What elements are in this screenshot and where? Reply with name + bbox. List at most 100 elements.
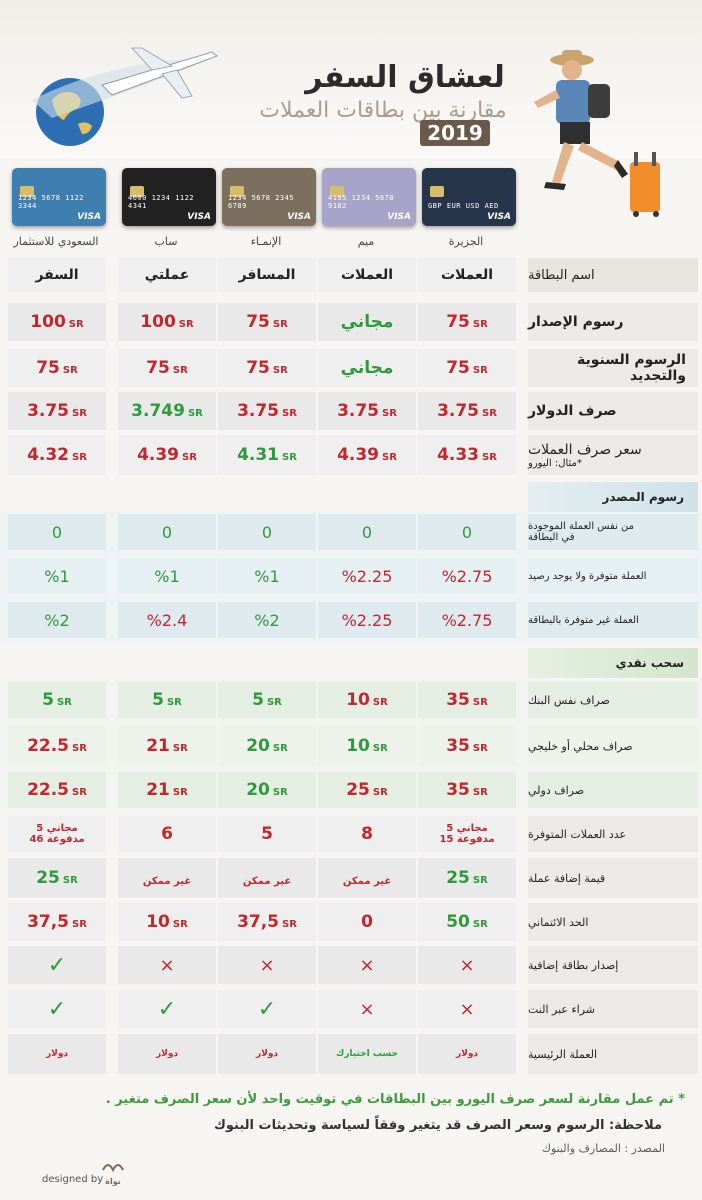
table-cell: 5 مجاني 46 مدفوعة bbox=[8, 816, 106, 852]
cell-line-2: 15 مدفوعة bbox=[439, 834, 495, 845]
cell-value: غير ممكن bbox=[243, 869, 291, 888]
cell-line-1: 5 مجاني bbox=[446, 823, 488, 834]
table-cell: 100 SR bbox=[118, 303, 216, 341]
cell-line-1: 5 مجاني bbox=[36, 823, 78, 834]
cell-text: 0 bbox=[51, 522, 63, 542]
cell-value: 50 SR bbox=[446, 912, 488, 932]
table-row: صراف محلي أو خليجي 35 SR 10 SR 20 SR 21 SR 22.5 SR bbox=[0, 726, 702, 766]
table-cell: 25 SR bbox=[8, 858, 106, 898]
designer-logo: نواة bbox=[100, 1160, 126, 1186]
cell-value: 21 SR bbox=[146, 780, 188, 800]
footer-note-disclaimer: ملاحظة: الرسوم وسعر الصرف قد يتغير وفقاً… bbox=[213, 1118, 662, 1133]
bank-name-2: الإنمـاء bbox=[250, 235, 282, 248]
cell-value: 5 مجاني 15 مدفوعة bbox=[439, 823, 494, 845]
cell-value: 8 bbox=[361, 824, 373, 844]
row-label: اسم البطاقة bbox=[528, 258, 698, 292]
table-cell: 0 bbox=[418, 514, 516, 550]
cell-value: %1 bbox=[254, 567, 279, 586]
cell-text: %2.75 bbox=[441, 566, 493, 586]
currency-unit: SR bbox=[72, 787, 87, 798]
cell-number: مجاني bbox=[340, 358, 394, 378]
table-cell: %1 bbox=[118, 558, 216, 594]
cell-number: 21 bbox=[146, 780, 170, 800]
cell-value: حسب اختيارك bbox=[336, 1049, 398, 1059]
table-cell: 4.39 SR bbox=[318, 435, 416, 475]
cell-value: 4.33 SR bbox=[437, 445, 497, 465]
cell-number: 0 bbox=[361, 912, 373, 932]
cell-value: 22.5 SR bbox=[27, 780, 87, 800]
cell-value: المسافر bbox=[239, 267, 296, 283]
cross-icon: × bbox=[359, 955, 374, 976]
cell-number: 37,5 bbox=[237, 912, 280, 932]
cell-value: دولار bbox=[456, 1049, 478, 1059]
row-label: صرف الدولار bbox=[528, 392, 698, 430]
currency-unit: SR bbox=[282, 408, 297, 419]
cell-number: 4.31 bbox=[237, 445, 280, 465]
table-cell: 75 SR bbox=[118, 349, 216, 387]
cell-value: مجاني bbox=[341, 358, 394, 378]
cell-number: 75 bbox=[246, 312, 270, 332]
currency-unit: SR bbox=[272, 365, 288, 376]
cell-value: 5 SR bbox=[252, 690, 282, 710]
cell-value: دولار bbox=[256, 1049, 278, 1059]
cell-value: 10 SR bbox=[146, 912, 188, 932]
table-cell: 5 SR bbox=[218, 682, 316, 718]
currency-unit: SR bbox=[382, 452, 397, 463]
table-cell: %1 bbox=[218, 558, 316, 594]
cell-value: %2.25 bbox=[342, 567, 393, 586]
cell-value: 0 bbox=[362, 523, 372, 542]
cell-text: المسافر bbox=[238, 267, 296, 283]
cell-number: 3.75 bbox=[27, 401, 70, 421]
table-cell: ✓ bbox=[8, 990, 106, 1028]
cell-text: × bbox=[359, 954, 375, 976]
row-label: قيمة إضافة عملة bbox=[528, 858, 698, 898]
table-cell: 5 SR bbox=[8, 682, 106, 718]
table-cell: دولار bbox=[418, 1034, 516, 1074]
check-icon: ✓ bbox=[258, 997, 276, 1022]
bank-name-3: ساب bbox=[154, 235, 178, 248]
table-cell: 4.32 SR bbox=[8, 435, 106, 475]
cell-value: 0 bbox=[361, 912, 373, 932]
table-cell: %2 bbox=[218, 602, 316, 638]
cell-number: 3.75 bbox=[337, 401, 380, 421]
table-row: عدد العملات المتوفرة 5 مجاني 15 مدفوعة 8 5 6 5… bbox=[0, 816, 702, 852]
table-cell: دولار bbox=[218, 1034, 316, 1074]
table-cell: غير ممكن bbox=[118, 858, 216, 898]
table-cell: %2.25 bbox=[318, 558, 416, 594]
cell-number: 6 bbox=[161, 824, 173, 844]
cell-text: دولار bbox=[255, 1049, 279, 1059]
year-badge: 2019 bbox=[420, 120, 490, 146]
table-cell: 22.5 SR bbox=[8, 726, 106, 766]
cell-text: 0 bbox=[161, 522, 173, 542]
cell-text: %2.4 bbox=[146, 610, 188, 630]
cell-number: 75 bbox=[146, 358, 170, 378]
cell-value: مجاني bbox=[341, 312, 394, 332]
cell-number: 5 bbox=[252, 690, 264, 710]
cell-number: 3.75 bbox=[437, 401, 480, 421]
currency-unit: SR bbox=[178, 319, 194, 330]
cell-value: 20 SR bbox=[246, 736, 288, 756]
currency-unit: SR bbox=[482, 408, 497, 419]
table-cell: غير ممكن bbox=[218, 858, 316, 898]
card-chip-icon bbox=[20, 186, 34, 197]
cell-value: 37,5 SR bbox=[27, 912, 87, 932]
cell-text: العملات bbox=[340, 267, 394, 283]
cell-number: 22.5 bbox=[27, 736, 70, 756]
currency-unit: SR bbox=[62, 365, 78, 376]
table-cell: 37,5 SR bbox=[218, 903, 316, 941]
card-number: 4000 1234 1122 4341 bbox=[128, 194, 195, 210]
currency-unit: SR bbox=[166, 697, 182, 708]
cell-number: 10 bbox=[346, 736, 370, 756]
card-number: 1234 5678 1122 3344 bbox=[18, 194, 85, 210]
row-label: إصدار بطاقة إضافية bbox=[528, 946, 698, 984]
table-cell: دولار bbox=[118, 1034, 216, 1074]
row-label: الرسوم السنوية والتجديد bbox=[528, 349, 698, 387]
table-cell: 21 SR bbox=[118, 726, 216, 766]
cell-value: غير ممكن bbox=[143, 869, 191, 888]
cell-number: 5 bbox=[261, 824, 273, 844]
cell-text: 0 bbox=[361, 522, 373, 542]
cell-text: غير ممكن bbox=[242, 875, 292, 887]
cell-number: 4.39 bbox=[137, 445, 180, 465]
cell-value: 10 SR bbox=[346, 736, 388, 756]
cell-number: 4.39 bbox=[337, 445, 380, 465]
